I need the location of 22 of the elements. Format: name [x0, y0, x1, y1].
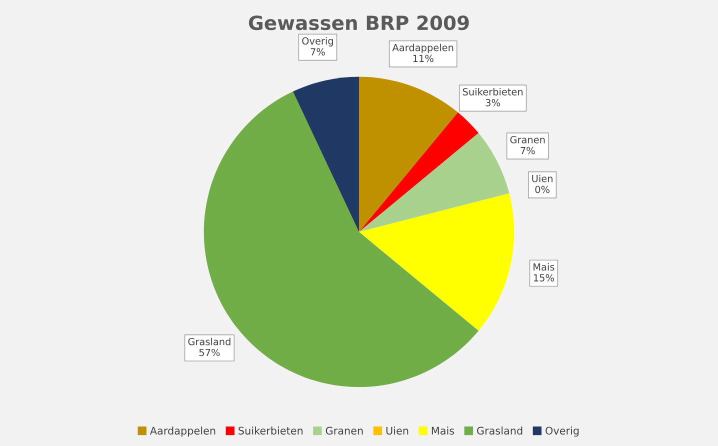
legend-label: Uien	[386, 426, 408, 435]
legend-label: Suikerbieten	[238, 426, 303, 435]
slice-label: Overig	[302, 37, 333, 46]
legend-label: Aardappelen	[150, 426, 216, 437]
slice-label: Grasland	[188, 338, 230, 346]
chart-title: Gewassen BRP 2009	[248, 15, 469, 30]
data-label: 7%	[310, 48, 325, 56]
data-label: 15%	[534, 274, 554, 282]
legend-label: Overig	[546, 426, 579, 437]
slice-label: Granen	[510, 136, 545, 144]
data-label: 3%	[486, 99, 500, 106]
slice-label: Mais	[534, 263, 554, 271]
legend-label: Grasland	[477, 426, 522, 435]
category-label: Uien	[532, 174, 552, 182]
data-label: 7%	[520, 146, 535, 154]
slice-label: Aardappelen	[392, 44, 454, 54]
data-label: 11%	[413, 54, 434, 62]
legend-label: Mais	[432, 426, 454, 435]
slice-label: Suikerbieten	[462, 88, 523, 96]
data-label: 57%	[199, 348, 220, 356]
text: 0%	[535, 186, 550, 194]
legend-label: Granen	[326, 426, 363, 435]
